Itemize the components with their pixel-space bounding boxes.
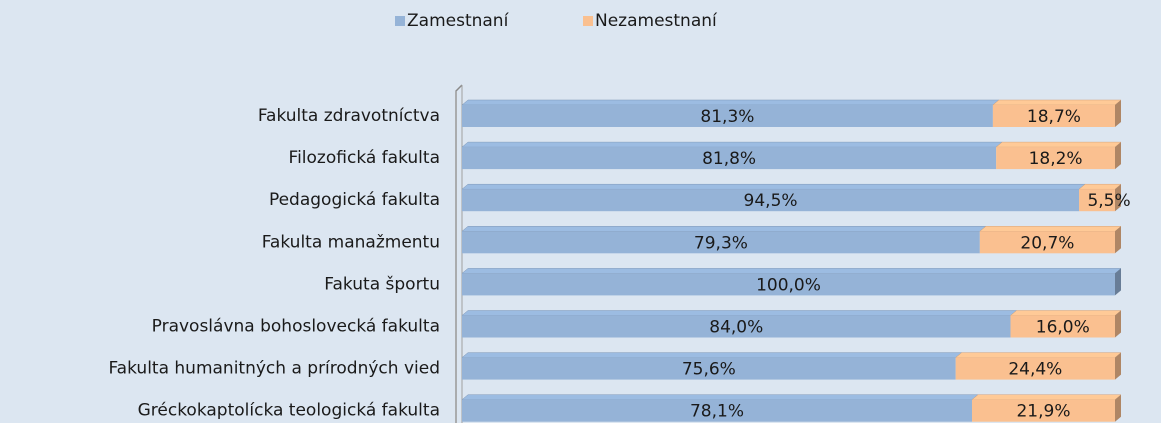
plot-wall-edge: [455, 85, 463, 423]
bar: [992, 105, 1115, 127]
bar-top: [461, 226, 987, 232]
y-tick-label: Fakulta humanitných a prírodných vied: [108, 359, 440, 379]
bar-top: [461, 310, 1018, 316]
bar-top: [1078, 183, 1122, 190]
data-label: 24,4%: [1008, 360, 1062, 380]
data-label: 5,5%: [1087, 191, 1130, 211]
data-label: 18,7%: [1027, 107, 1081, 127]
bar: [996, 147, 1115, 170]
legend-label: Nezamestnaní: [595, 11, 718, 31]
bar-top: [461, 268, 1122, 274]
y-tick-label: Filozofická fakulta: [289, 148, 440, 168]
bar: [971, 399, 1115, 422]
bar-top: [1009, 310, 1122, 316]
bar-top: [461, 352, 963, 358]
data-label: 20,7%: [1020, 233, 1074, 253]
data-label: 94,5%: [744, 191, 798, 211]
legend-swatch: [395, 16, 405, 26]
bar-top: [971, 394, 1122, 400]
y-tick-label: Fakulta manažmentu: [262, 232, 440, 252]
bar: [462, 231, 980, 254]
data-label: 84,0%: [709, 318, 763, 338]
bar: [462, 189, 1080, 212]
bar: [462, 273, 1115, 296]
bar-side: [1115, 100, 1121, 127]
legend-swatch: [583, 16, 593, 26]
bar: [1010, 315, 1115, 338]
y-tick-label: Pedagogická fakulta: [269, 190, 440, 210]
bar-top: [992, 99, 1122, 106]
plot-wall: [455, 84, 463, 423]
data-label: 81,8%: [702, 149, 756, 169]
bar: [1079, 189, 1115, 212]
bar-top: [995, 141, 1122, 148]
bar: [955, 357, 1115, 380]
bar-side: [1115, 310, 1121, 338]
data-label: 81,3%: [700, 107, 754, 127]
legend-label: Zamestnaní: [407, 11, 510, 31]
bar-top: [461, 183, 1086, 190]
bar: [462, 399, 972, 422]
data-label: 18,2%: [1029, 149, 1083, 169]
bar-top: [461, 394, 979, 400]
bar: [462, 105, 993, 127]
y-tick-label: Pravoslávna bohoslovecká fakulta: [152, 317, 440, 337]
bar-side: [1115, 184, 1121, 212]
bar-side: [1115, 226, 1121, 254]
bar-side: [1115, 268, 1121, 296]
data-label: 78,1%: [690, 402, 744, 422]
bar-top: [461, 141, 1003, 148]
bar-top: [954, 352, 1122, 358]
bar-top: [461, 99, 1000, 106]
y-tick-label: Gréckokaptolícka teologická fakulta: [138, 401, 440, 421]
data-label: 16,0%: [1036, 318, 1090, 338]
bar: [979, 231, 1115, 254]
bar-side: [1115, 394, 1121, 422]
data-label: 100,0%: [756, 275, 821, 295]
bar-side: [1115, 352, 1121, 380]
y-tick-label: Fakuta športu: [324, 274, 440, 294]
data-label: 75,6%: [682, 360, 736, 380]
y-tick-label: Fakulta zdravotníctva: [258, 106, 440, 126]
bar: [462, 315, 1011, 338]
data-label: 79,3%: [694, 233, 748, 253]
bar-top: [979, 226, 1122, 232]
bar-side: [1115, 142, 1121, 170]
data-label: 21,9%: [1016, 402, 1070, 422]
bar: [462, 357, 956, 380]
bar: [462, 147, 997, 170]
